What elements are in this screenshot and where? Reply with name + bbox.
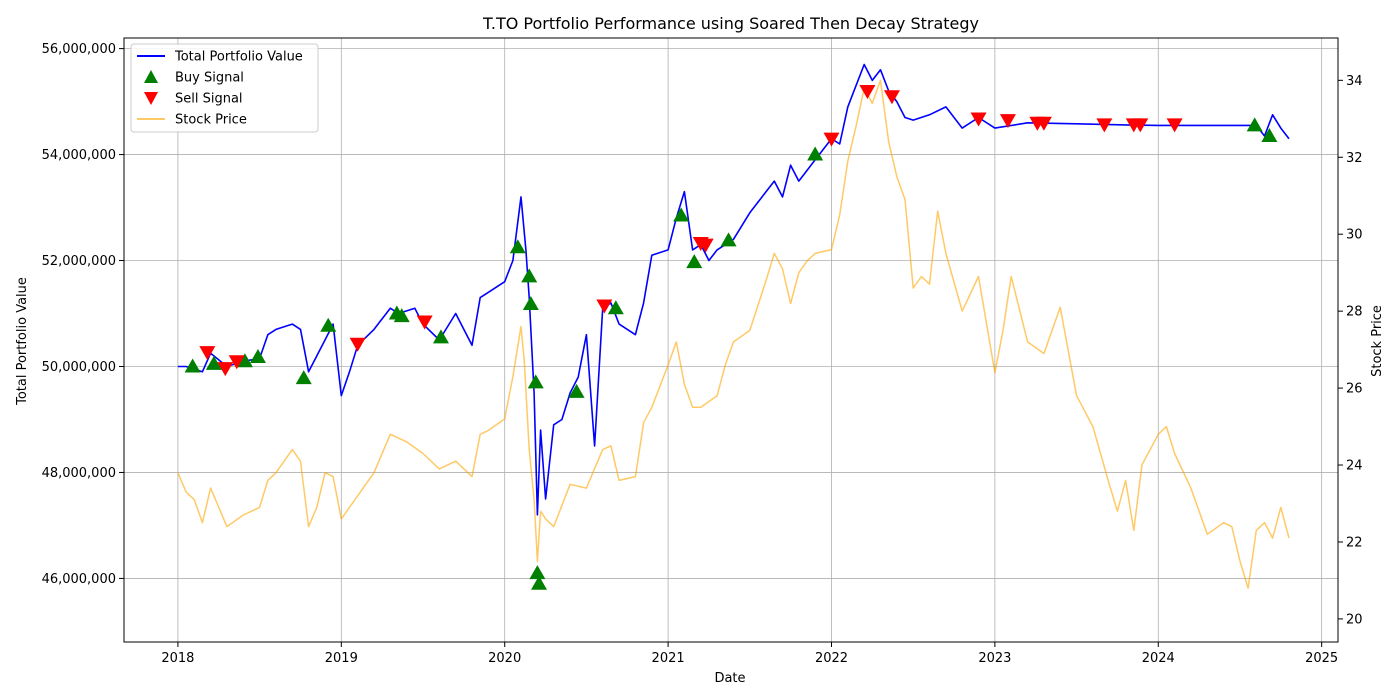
plot-frame [123, 37, 1339, 643]
right-tick-label: 30 [1346, 228, 1363, 243]
right-tick-label: 34 [1346, 74, 1363, 89]
legend-label: Stock Price [175, 113, 247, 128]
buy-signal-marker [720, 232, 737, 247]
buy-signal-marker [1261, 128, 1278, 143]
sell-signal-marker [823, 132, 840, 147]
x-tick-label: 2024 [1142, 651, 1175, 666]
buy-signal-marker [249, 348, 266, 363]
chart-title: T.TO Portfolio Performance using Soared … [482, 14, 979, 33]
stock-price-line [177, 79, 1290, 589]
buy-signal-marker [509, 239, 526, 254]
left-tick-label: 48,000,000 [42, 466, 116, 481]
sell-signal-marker [349, 337, 366, 352]
sell-signal-marker [199, 346, 216, 361]
sell-signal-marker [883, 90, 900, 105]
x-axis-ticks: 2018 2019 2020 2021 2022 2023 2024 2025 [161, 642, 1338, 666]
right-tick-label: 32 [1346, 151, 1363, 166]
buy-signal-marker [522, 295, 539, 310]
legend-box [130, 43, 319, 133]
legend-buy-swatch [144, 70, 158, 83]
legend-label: Total Portfolio Value [174, 50, 303, 65]
right-tick-label: 22 [1346, 535, 1363, 550]
sell-signal-marker [999, 114, 1016, 129]
buy-signal-marker [607, 300, 624, 315]
right-tick-label: 24 [1346, 459, 1363, 474]
buy-signal-marker [320, 317, 337, 332]
left-axis-ticks: 46,000,000 48,000,000 50,000,000 52,000,000… [42, 42, 124, 587]
right-axis-ticks: 20 22 24 26 28 30 32 34 [1338, 74, 1363, 627]
buy-signal-marker [531, 575, 548, 590]
sell-signal-marker [970, 112, 987, 127]
x-axis-label: Date [714, 671, 745, 686]
x-tick-label: 2020 [488, 651, 521, 666]
sell-signal-marker [697, 238, 714, 253]
buy-signal-marker [236, 353, 253, 368]
buy-signal-marker [568, 383, 585, 398]
portfolio-value-line [177, 63, 1290, 516]
legend: Total Portfolio Value Buy Signal Sell Sign… [130, 43, 319, 133]
legend-label: Sell Signal [175, 92, 243, 107]
right-tick-label: 26 [1346, 382, 1363, 397]
grid [124, 38, 1338, 642]
buy-signal-marker [432, 329, 449, 344]
buy-signal-marker [807, 146, 824, 161]
sell-signal-marker [1166, 118, 1183, 133]
buy-signal-marker [673, 207, 690, 222]
stock-price-layer [177, 79, 1290, 589]
sell-signal-marker [228, 355, 245, 370]
buy-signal-marker [521, 268, 538, 283]
buy-signal-marker [1246, 117, 1263, 132]
buy-signal-marker [184, 358, 201, 373]
buy-signal-marker [393, 308, 410, 323]
left-tick-label: 50,000,000 [42, 360, 116, 375]
portfolio-value-layer [177, 63, 1290, 516]
sell-signal-marker [596, 299, 613, 314]
buy-signal-marker [527, 374, 544, 389]
signal-markers [184, 84, 1278, 590]
x-tick-label: 2021 [652, 651, 685, 666]
right-tick-label: 28 [1346, 305, 1363, 320]
legend-label: Buy Signal [175, 71, 244, 86]
sell-signal-marker [1132, 118, 1149, 133]
x-tick-label: 2023 [978, 651, 1011, 666]
right-axis-label: Stock Price [1370, 305, 1385, 377]
sell-signal-marker [217, 362, 234, 377]
buy-signal-marker [295, 370, 312, 385]
left-tick-label: 52,000,000 [42, 254, 116, 269]
buy-signal-marker [529, 565, 546, 580]
x-tick-label: 2019 [325, 651, 358, 666]
x-tick-label: 2025 [1305, 651, 1338, 666]
right-tick-label: 20 [1346, 612, 1363, 627]
x-tick-label: 2018 [161, 651, 194, 666]
left-tick-label: 46,000,000 [42, 572, 116, 587]
left-axis-label: Total Portfolio Value [15, 277, 30, 406]
sell-signal-marker [416, 315, 433, 330]
legend-sell-swatch [144, 92, 158, 105]
sell-signal-marker [1096, 118, 1113, 133]
left-tick-label: 56,000,000 [42, 42, 116, 57]
sell-signal-marker [859, 84, 876, 99]
buy-signal-marker [205, 355, 222, 370]
left-tick-label: 54,000,000 [42, 148, 116, 163]
sell-signal-marker [1035, 116, 1052, 131]
buy-signal-marker [686, 254, 703, 269]
x-tick-label: 2022 [815, 651, 848, 666]
